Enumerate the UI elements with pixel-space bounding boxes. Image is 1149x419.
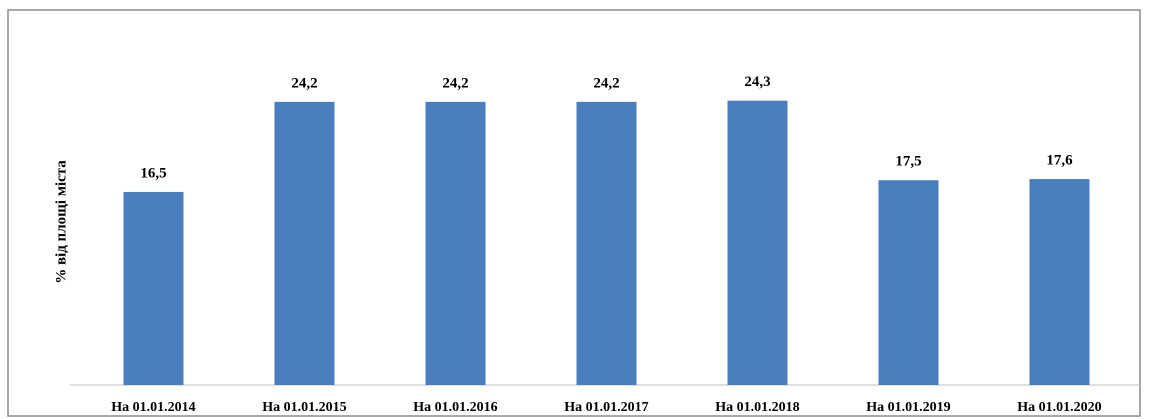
bar (727, 100, 788, 385)
bar (123, 191, 184, 385)
x-tick-label: На 01.01.2017 (564, 400, 648, 415)
value-label: 24,3 (744, 74, 770, 90)
value-label: 17,6 (1046, 153, 1073, 169)
chart-frame (7, 9, 1141, 417)
x-tick-label: На 01.01.2018 (715, 400, 799, 415)
bar (878, 180, 939, 385)
x-tick-label: На 01.01.2020 (1017, 400, 1101, 415)
x-tick-label: На 01.01.2016 (413, 400, 497, 415)
value-label: 17,5 (895, 154, 921, 170)
y-axis-label: % від площі міста (53, 160, 69, 284)
x-tick-label: На 01.01.2014 (111, 400, 195, 415)
bar (274, 101, 335, 386)
bar (1029, 179, 1090, 385)
value-label: 24,2 (593, 75, 619, 91)
x-tick-label: На 01.01.2019 (866, 400, 950, 415)
value-label: 16,5 (140, 165, 166, 181)
value-label: 24,2 (442, 75, 468, 91)
bar (425, 101, 486, 386)
value-label: 24,2 (291, 75, 317, 91)
bar (576, 101, 637, 386)
x-tick-label: На 01.01.2015 (262, 400, 346, 415)
